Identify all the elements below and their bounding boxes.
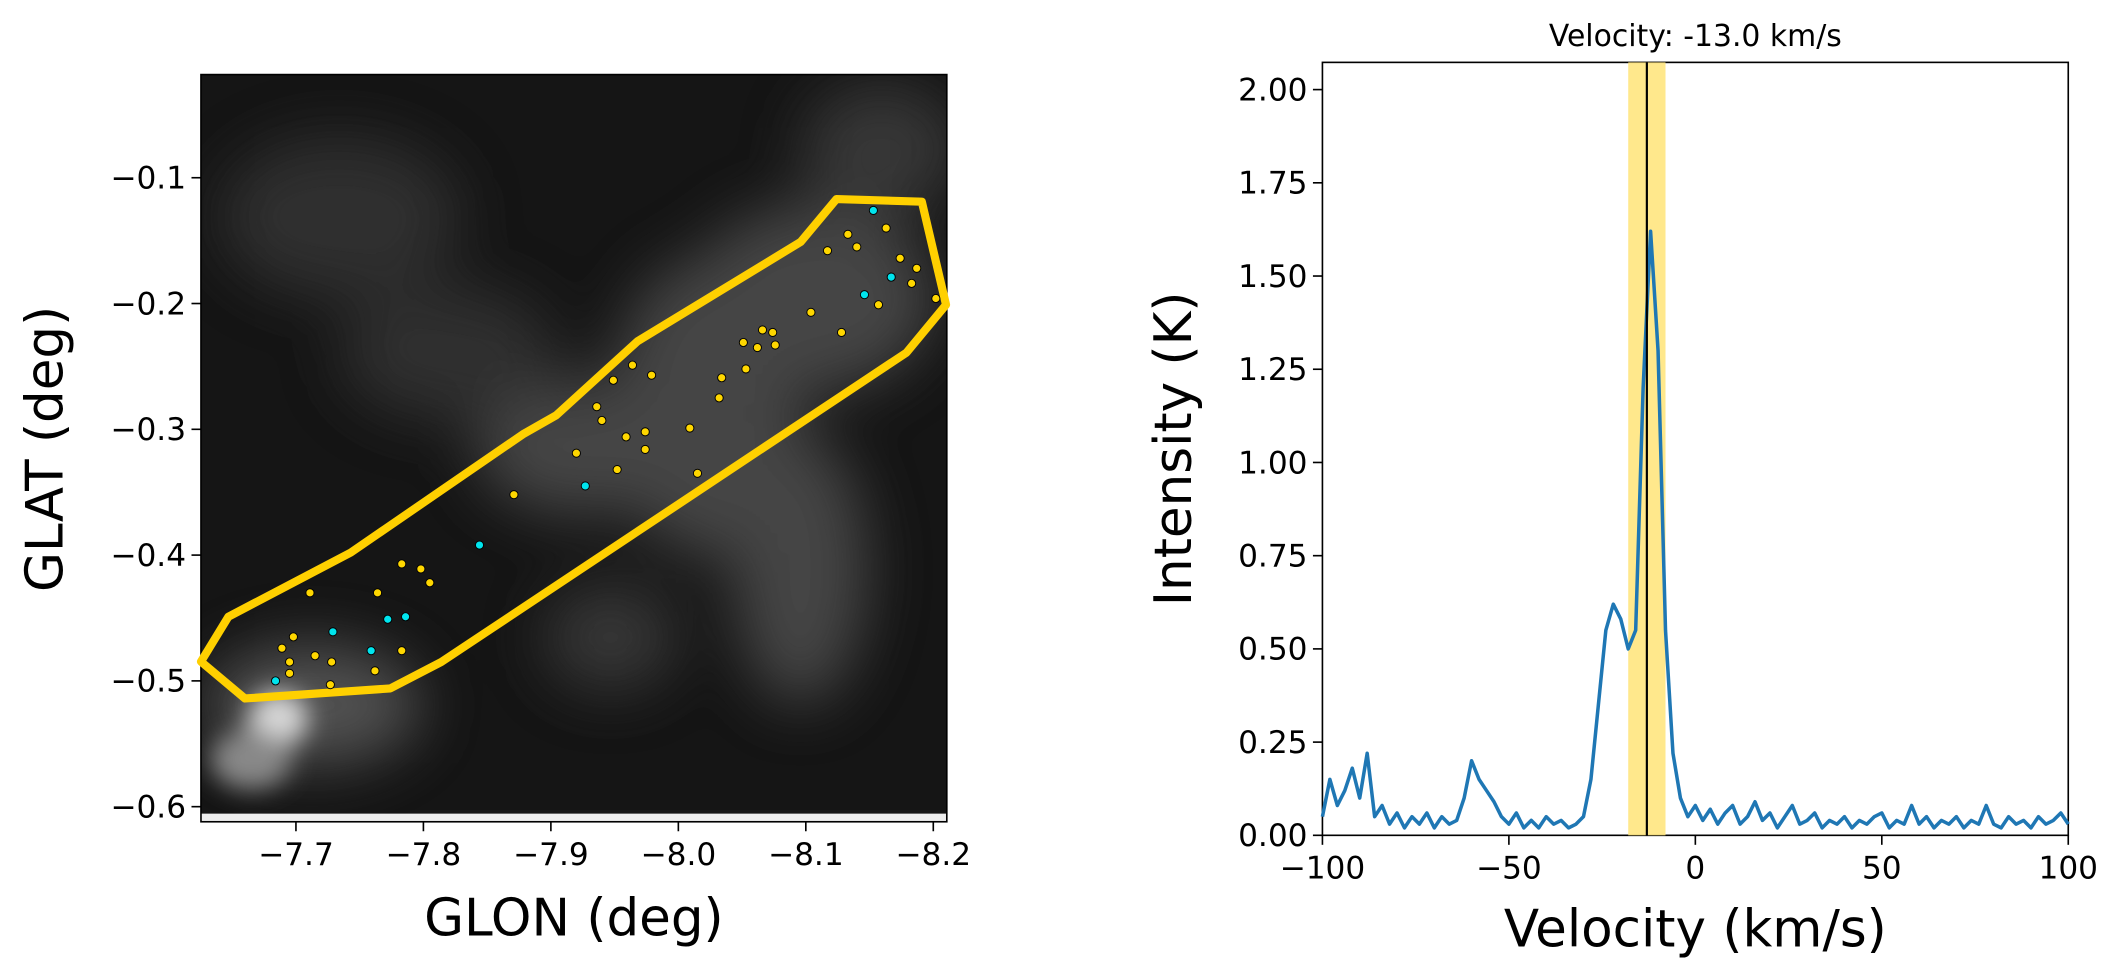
y-tick-label: 0.00	[1238, 818, 1307, 854]
point	[843, 229, 853, 239]
point	[640, 444, 650, 454]
point	[571, 448, 581, 458]
point	[425, 578, 435, 588]
y-axis-label: GLAT (deg)	[16, 306, 76, 592]
point	[612, 465, 622, 475]
point	[397, 559, 407, 569]
point	[372, 588, 383, 598]
y-axis-label: Intensity (K)	[1144, 292, 1204, 607]
point	[822, 246, 833, 256]
point	[325, 680, 335, 690]
point	[770, 340, 780, 350]
point	[692, 468, 703, 478]
point	[640, 427, 650, 437]
y-tick-label: −0.6	[110, 790, 186, 826]
x-tick-label: −7.9	[513, 837, 589, 873]
point	[285, 668, 295, 678]
y-tick-label: −0.4	[110, 538, 186, 574]
y-tick-label: 0.25	[1238, 725, 1307, 761]
point	[886, 272, 896, 282]
point	[592, 402, 602, 412]
y-tick-label: 0.50	[1238, 632, 1307, 668]
y-tick-label: −0.1	[110, 161, 186, 197]
y-tick-label: −0.3	[110, 412, 186, 448]
y-tick-label: 1.00	[1238, 445, 1307, 481]
point	[912, 263, 922, 273]
point	[288, 632, 298, 642]
y-tick-label: 1.25	[1238, 352, 1307, 388]
point	[509, 490, 519, 500]
point	[757, 325, 768, 335]
x-tick-label: −8.2	[895, 837, 971, 873]
x-tick-label: −7.8	[386, 837, 462, 873]
point	[836, 327, 847, 337]
point	[271, 676, 281, 686]
point	[366, 646, 376, 656]
x-tick-label: 0	[1685, 851, 1705, 887]
point	[895, 253, 905, 263]
y-tick-label: 0.75	[1238, 539, 1307, 575]
y-tick-label: 2.00	[1238, 72, 1307, 108]
y-tick-label: 1.50	[1238, 259, 1307, 295]
x-tick-label: −7.7	[258, 837, 334, 873]
point	[608, 375, 618, 385]
chart-title: Velocity: -13.0 km/s	[1549, 19, 1842, 54]
point	[285, 657, 295, 667]
point	[328, 627, 338, 637]
point	[397, 646, 407, 656]
axes-frame	[1321, 61, 2070, 837]
point	[714, 393, 724, 403]
point	[873, 300, 884, 310]
point	[474, 540, 485, 550]
point	[305, 588, 315, 598]
point	[416, 564, 426, 574]
point	[738, 337, 748, 348]
x-axis-label: Velocity (km/s)	[1504, 900, 1887, 960]
point	[859, 290, 870, 300]
point	[310, 651, 320, 661]
point	[907, 278, 917, 288]
x-tick-label: 50	[1862, 851, 1902, 887]
point	[868, 205, 878, 215]
point	[717, 373, 727, 383]
y-tick-label: 1.75	[1238, 166, 1307, 202]
point	[881, 223, 891, 233]
point	[685, 423, 695, 433]
point	[768, 327, 778, 337]
point	[627, 360, 638, 370]
point	[327, 657, 337, 667]
point	[806, 307, 816, 317]
x-tick-label: −8.0	[641, 837, 717, 873]
axes-frame	[200, 73, 948, 823]
x-tick-label: −8.1	[768, 837, 844, 873]
spectrum-line	[1320, 229, 2070, 830]
point	[741, 364, 751, 374]
point	[597, 415, 607, 426]
point	[401, 612, 411, 622]
point	[752, 343, 762, 353]
sky-image	[200, 74, 947, 822]
point	[383, 614, 393, 624]
y-tick-label: −0.5	[110, 664, 186, 700]
point	[931, 293, 941, 304]
x-tick-label: −50	[1476, 851, 1542, 887]
point	[277, 643, 287, 653]
point	[370, 666, 380, 676]
point	[580, 481, 590, 491]
point	[852, 242, 862, 252]
region-outline	[196, 195, 951, 703]
x-tick-label: −100	[1280, 851, 1366, 887]
y-tick-label: −0.2	[110, 286, 186, 322]
x-axis-label: GLON (deg)	[424, 889, 724, 949]
x-tick-label: 100	[2039, 851, 2099, 887]
point	[621, 432, 631, 442]
point	[647, 370, 657, 380]
